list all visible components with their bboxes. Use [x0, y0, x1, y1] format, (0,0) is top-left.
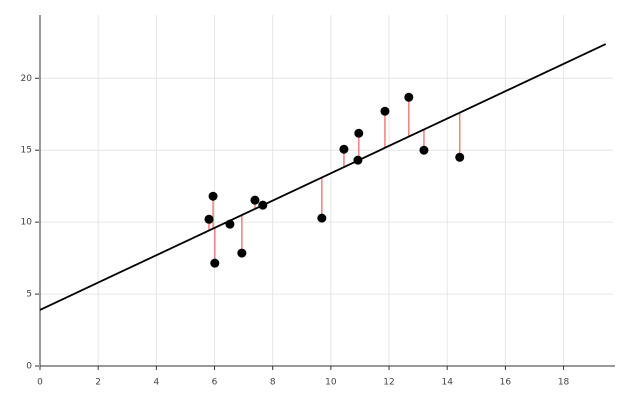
point — [404, 92, 414, 102]
y-tick-label: 0 — [26, 362, 32, 372]
x-tick-label: 16 — [500, 378, 512, 388]
point — [204, 214, 214, 224]
point — [353, 155, 363, 165]
point — [317, 213, 327, 223]
x-tick-label: 8 — [270, 378, 276, 388]
fit-line — [39, 43, 607, 311]
point — [419, 145, 429, 155]
point — [380, 106, 390, 116]
point — [250, 195, 260, 205]
point — [225, 219, 235, 229]
x-tick-label: 6 — [212, 378, 218, 388]
point — [354, 128, 364, 138]
point — [208, 191, 218, 201]
x-tick-label: 12 — [383, 378, 394, 388]
point — [237, 248, 247, 258]
x-tick-label: 0 — [37, 378, 43, 388]
point — [339, 144, 349, 154]
x-tick-label: 18 — [558, 378, 570, 388]
y-tick-label: 20 — [21, 74, 33, 84]
y-tick-label: 5 — [26, 290, 32, 300]
point — [455, 152, 465, 162]
y-tick-label: 10 — [21, 218, 33, 228]
x-tick-label: 14 — [441, 378, 453, 388]
y-tick-label: 15 — [21, 146, 32, 156]
x-tick-label: 10 — [325, 378, 337, 388]
x-tick-label: 2 — [95, 378, 101, 388]
x-tick-label: 4 — [153, 378, 159, 388]
point — [210, 258, 220, 268]
point — [258, 200, 268, 210]
